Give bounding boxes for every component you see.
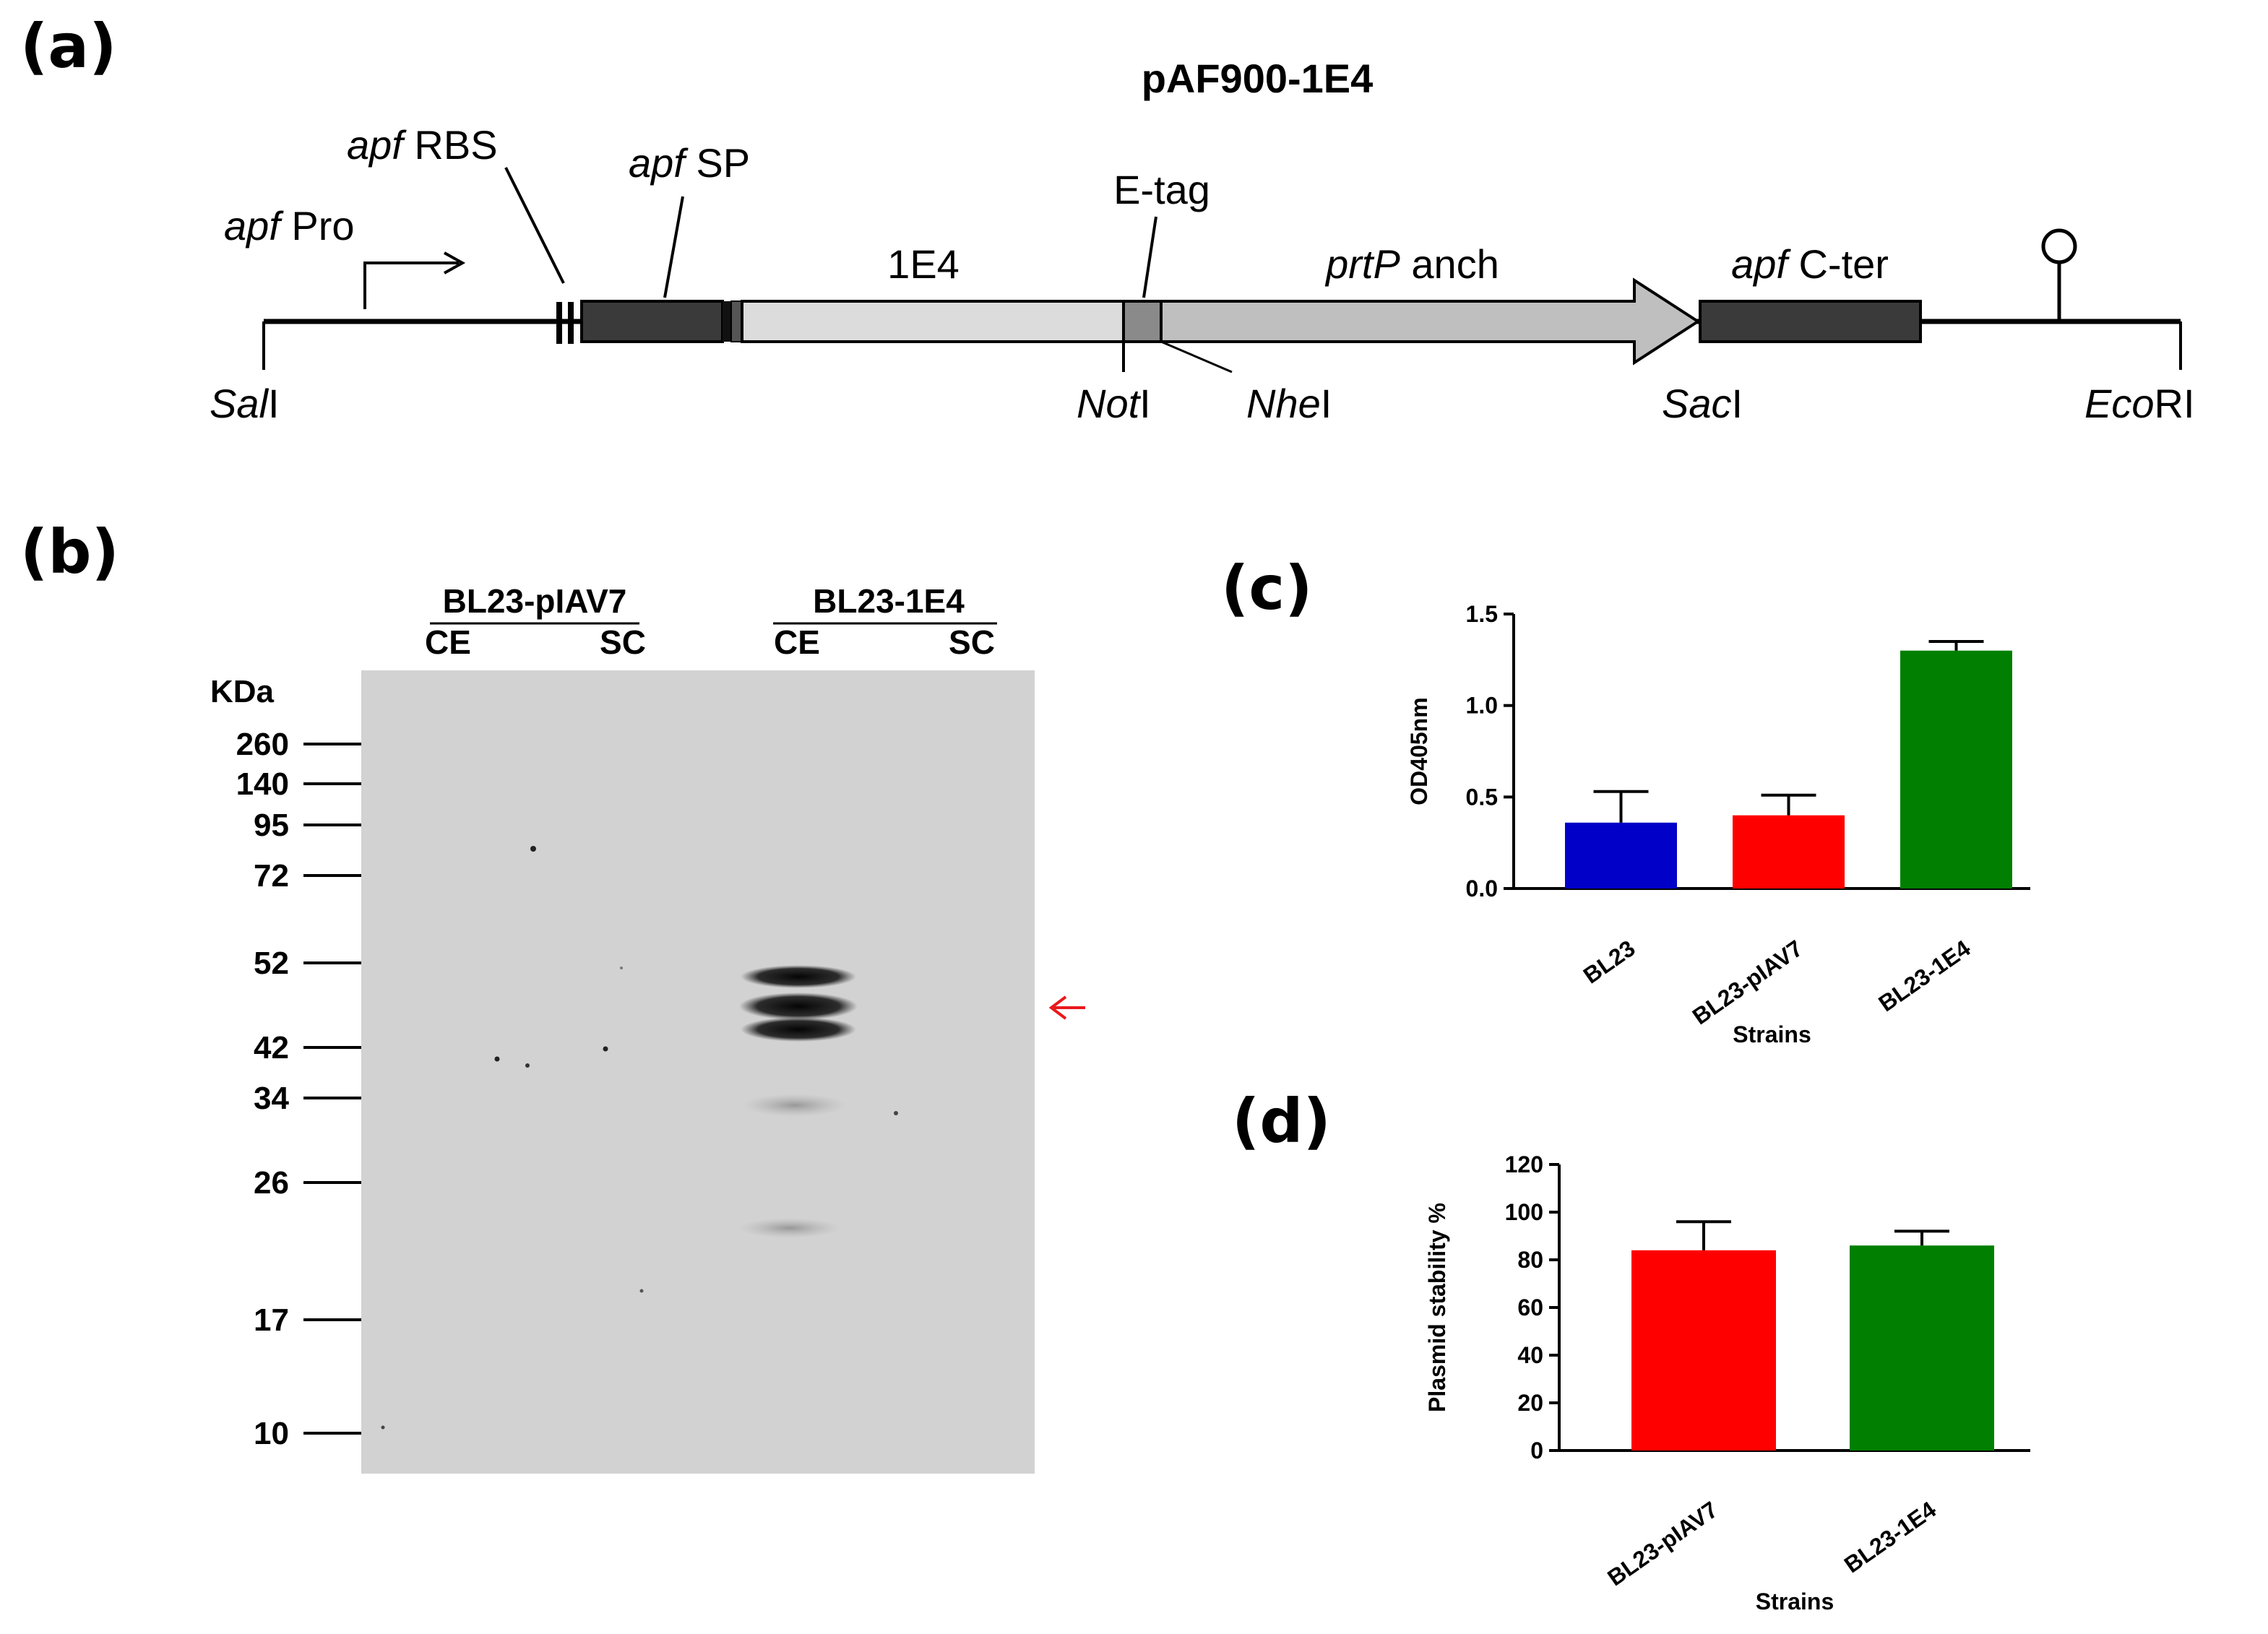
- nhe-site-leader: [1160, 340, 1233, 373]
- sp-leader: [663, 196, 684, 298]
- y-tick-label: 0.0: [1466, 876, 1498, 902]
- construct-map: pAF900-1E4: [210, 56, 2195, 426]
- marker-label-52: 52: [254, 946, 289, 981]
- y-tick-label: 20: [1517, 1390, 1543, 1416]
- blot-membrane: [361, 670, 1035, 1474]
- band-arrow-icon: [1048, 995, 1085, 1020]
- sal-site-label: SalI: [210, 381, 280, 426]
- bar-BL23-1E4: [1850, 1245, 1994, 1451]
- y-tick-label: 80: [1517, 1247, 1543, 1273]
- rbs-mark: [556, 302, 562, 344]
- x-axis-title: Strains: [1733, 1021, 1811, 1047]
- prtp-anch-label: prtP anch: [1324, 241, 1499, 287]
- category-label: BL23-pIAV7: [1688, 935, 1808, 1029]
- bar-BL23-1E4: [1900, 650, 2012, 889]
- etag-segment: [1122, 300, 1163, 343]
- panel-a-label: (a): [20, 11, 117, 82]
- y-tick-label: 100: [1505, 1199, 1543, 1225]
- panel-d-label: (d): [1232, 1086, 1331, 1157]
- gel-group1-label: BL23-pIAV7: [443, 582, 627, 620]
- y-tick-label: 40: [1517, 1342, 1543, 1368]
- apf-cter-segment: [1699, 300, 1922, 343]
- chart-od405: 0.0 0.5 1.0 1.5 BL23 BL23-pIAV7 BL23-1E4 OD405n…: [1406, 601, 2030, 1047]
- terminator-icon: [2041, 228, 2077, 321]
- etag-leader: [1142, 216, 1157, 298]
- eco-site-label: EcoRI: [2084, 381, 2195, 426]
- rbs-leader: [504, 167, 565, 284]
- marker-label-260: 260: [236, 727, 289, 762]
- lane-sc-1: SC: [600, 623, 646, 661]
- y-tick-label: 60: [1517, 1294, 1543, 1320]
- apf-rbs-label: apf RBS: [347, 122, 498, 168]
- prtp-anchor-arrow: [1160, 277, 1701, 366]
- bar-BL23-pIAV7: [1733, 815, 1845, 889]
- marker-label-42: 42: [254, 1030, 289, 1065]
- panel-c-label: (c): [1221, 553, 1313, 623]
- apf-sp-label: apf SP: [629, 140, 750, 186]
- marker-label-95: 95: [254, 808, 289, 843]
- lane-sc-2: SC: [949, 623, 995, 661]
- kda-unit-label: KDa: [210, 674, 275, 709]
- bar-BL23-pIAV7: [1631, 1250, 1776, 1451]
- protein-bands: [739, 965, 858, 1238]
- signal-peptide-segment: [580, 300, 724, 343]
- panel-b-label: (b): [20, 516, 119, 587]
- y-tick-label: 0.5: [1466, 784, 1498, 810]
- lane-ce-1: CE: [425, 623, 471, 661]
- y-tick-label: 1.5: [1466, 601, 1498, 627]
- marker-ladder: 260 140 95 72 52 42 34 26 17 10: [236, 727, 361, 1451]
- etag-label: E-tag: [1113, 167, 1210, 212]
- apf-cter-label: apf C-ter: [1731, 241, 1889, 287]
- marker-label-140: 140: [236, 766, 289, 802]
- chart-plasmid-stability: 0 20 40 60 80 100 120 BL23-pIAV7 BL23-1E4 Plasmid…: [1424, 1151, 2030, 1614]
- nhe-site-label: NheI: [1246, 381, 1332, 426]
- western-blot: BL23-pIAV7 BL23-1E4 CE SC CE SC KDa 260 1…: [210, 582, 1085, 1474]
- sac-site-label: SacI: [1662, 381, 1743, 426]
- construct-title: pAF900-1E4: [1142, 56, 1374, 101]
- category-label: BL23-1E4: [1840, 1496, 1941, 1578]
- y-axis-title: Plasmid stability %: [1424, 1203, 1450, 1412]
- marker-label-17: 17: [254, 1302, 289, 1338]
- insert-1e4-segment: [741, 300, 1125, 343]
- insert-label: 1E4: [887, 241, 960, 287]
- category-label: BL23-1E4: [1874, 935, 1975, 1016]
- marker-label-34: 34: [254, 1081, 289, 1116]
- category-label: BL23: [1579, 935, 1640, 988]
- bar-BL23: [1565, 822, 1677, 889]
- apf-pro-label: apf Pro: [224, 203, 355, 248]
- marker-label-72: 72: [254, 858, 289, 894]
- category-label: BL23-pIAV7: [1603, 1496, 1722, 1591]
- not-site-label: NotI: [1077, 381, 1151, 426]
- promoter-arrow: [363, 251, 466, 309]
- marker-label-10: 10: [254, 1416, 289, 1451]
- y-axis-title: OD405nm: [1406, 697, 1432, 805]
- marker-label-26: 26: [254, 1165, 289, 1201]
- y-tick-label: 0: [1530, 1438, 1543, 1464]
- y-tick-label: 120: [1505, 1151, 1543, 1177]
- y-tick-label: 1.0: [1466, 693, 1498, 719]
- gel-group2-label: BL23-1E4: [813, 582, 965, 620]
- x-axis-title: Strains: [1756, 1588, 1834, 1614]
- lane-ce-2: CE: [774, 623, 820, 661]
